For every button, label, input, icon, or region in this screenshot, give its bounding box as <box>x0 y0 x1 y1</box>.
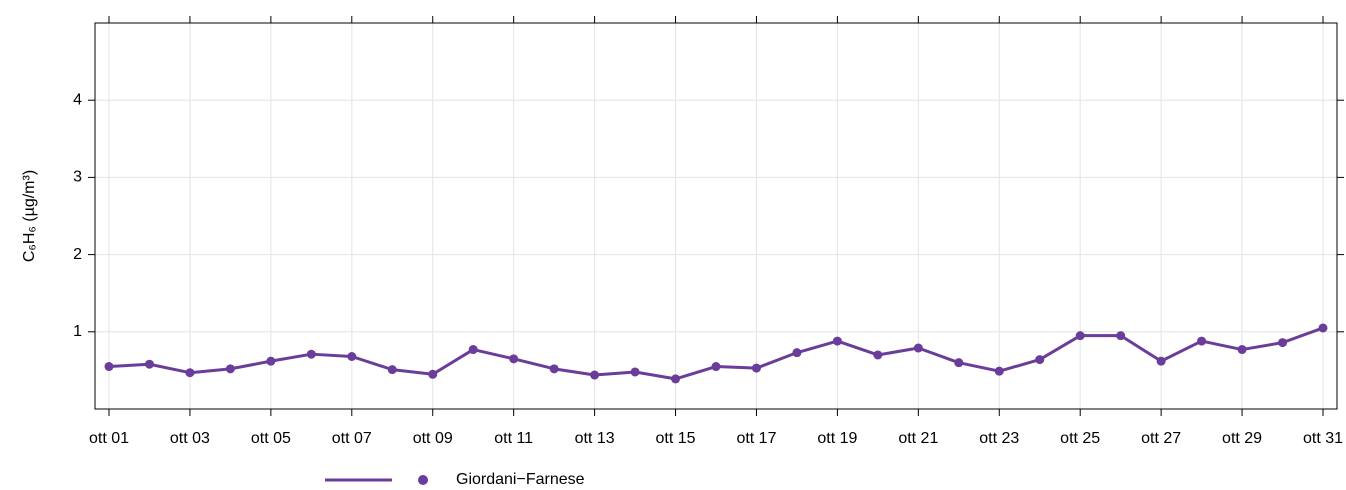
data-point <box>954 358 964 368</box>
data-point <box>1318 323 1328 333</box>
x-tick-label: ott 25 <box>1060 430 1100 447</box>
x-tick-label: ott 13 <box>575 430 615 447</box>
data-point <box>468 345 478 355</box>
x-tick-label: ott 15 <box>656 430 696 447</box>
y-tick-label: 3 <box>73 169 82 186</box>
data-point <box>1237 345 1247 355</box>
x-tick-label: ott 31 <box>1303 430 1343 447</box>
y-tick-label: 1 <box>73 323 82 340</box>
data-point <box>185 368 195 378</box>
data-point <box>1156 356 1166 366</box>
data-point <box>751 363 761 373</box>
data-point <box>873 350 883 360</box>
x-tick-label: ott 11 <box>494 430 533 447</box>
data-point <box>792 348 802 358</box>
data-point <box>630 367 640 377</box>
x-tick-label: ott 29 <box>1222 430 1262 447</box>
data-point <box>1197 336 1207 346</box>
x-tick-label: ott 27 <box>1141 430 1181 447</box>
data-point <box>266 356 276 366</box>
data-point <box>1035 355 1045 365</box>
data-point <box>711 362 721 372</box>
y-axis-label: C₆H₆ (µg/m³) <box>21 170 38 262</box>
data-point <box>387 365 397 375</box>
data-point <box>549 364 559 374</box>
x-tick-label: ott 07 <box>332 430 372 447</box>
data-point <box>225 364 235 374</box>
x-tick-label: ott 01 <box>89 430 129 447</box>
data-point <box>1278 338 1288 348</box>
plot-frame <box>94 22 1338 410</box>
x-tick-label: ott 21 <box>898 430 938 447</box>
x-tick-label: ott 23 <box>979 430 1019 447</box>
data-point <box>590 370 600 380</box>
legend-marker <box>418 475 428 485</box>
data-point <box>671 374 681 384</box>
data-line <box>108 326 1324 381</box>
x-tick-label: ott 17 <box>736 430 776 447</box>
data-point <box>1116 331 1126 341</box>
data-point <box>1075 331 1085 341</box>
y-tick-label: 2 <box>73 246 82 263</box>
data-point <box>306 349 316 359</box>
data-point <box>104 362 114 372</box>
data-point <box>144 359 154 369</box>
data-point <box>913 343 923 353</box>
x-tick-label: ott 05 <box>251 430 291 447</box>
data-point <box>428 369 438 379</box>
x-tick-label: ott 19 <box>817 430 857 447</box>
data-point <box>994 366 1004 376</box>
x-tick-label: ott 03 <box>170 430 210 447</box>
data-point <box>509 354 519 364</box>
data-point <box>832 336 842 346</box>
x-tick-label: ott 09 <box>413 430 453 447</box>
legend-label: Giordani−Farnese <box>456 471 585 488</box>
data-point <box>347 352 357 362</box>
y-tick-label: 4 <box>73 91 82 108</box>
